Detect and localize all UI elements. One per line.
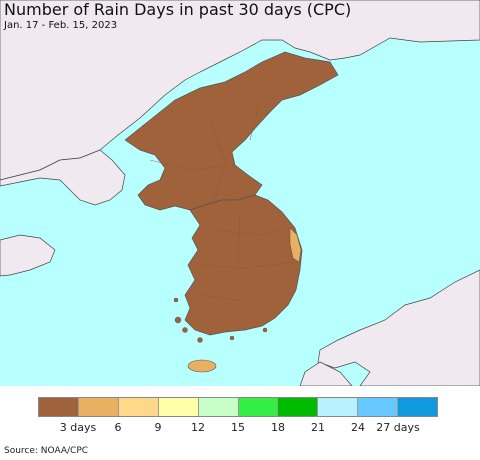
source-credit: Source: NOAA/CPC [4,446,89,456]
map-canvas: Number of Rain Days in past 30 days (CPC… [0,0,480,386]
legend-swatch-4 [198,398,239,416]
legend-label-5: 18 [271,421,285,434]
legend-swatch-0 [39,398,79,416]
east-coast-6days-zone [289,227,302,263]
legend-label-6: 21 [311,421,325,434]
legend-label-8: 27 days [376,421,420,434]
map-date-range: Jan. 17 - Feb. 15, 2023 [4,20,118,31]
legend-swatch-3 [158,398,199,416]
liaodong-coast [0,149,126,206]
legend-swatch-2 [118,398,159,416]
japan-kyushu [299,361,353,386]
legend-label-7: 24 [351,421,365,434]
legend-label-4: 15 [231,421,245,434]
legend-swatch-5 [238,398,279,416]
legend-label-2: 9 [154,421,162,434]
province-boundaries [149,99,299,301]
north-korea-land [124,51,339,211]
china-coast-left [0,234,56,277]
map-svg [0,0,480,386]
legend-swatch-8 [358,398,399,416]
legend-swatch-9 [398,398,438,416]
legend-swatch-7 [318,398,359,416]
legend-label-3: 12 [191,421,205,434]
legend-color-bar [38,397,438,417]
jeju-island [187,359,217,373]
legend-label-1: 6 [114,421,122,434]
map-title: Number of Rain Days in past 30 days (CPC… [4,0,352,19]
coastal-islands [173,297,268,343]
japan-land [317,269,480,386]
legend-label-0: 3 days [59,421,97,434]
legend-swatch-1 [78,398,119,416]
legend-swatch-6 [278,398,319,416]
